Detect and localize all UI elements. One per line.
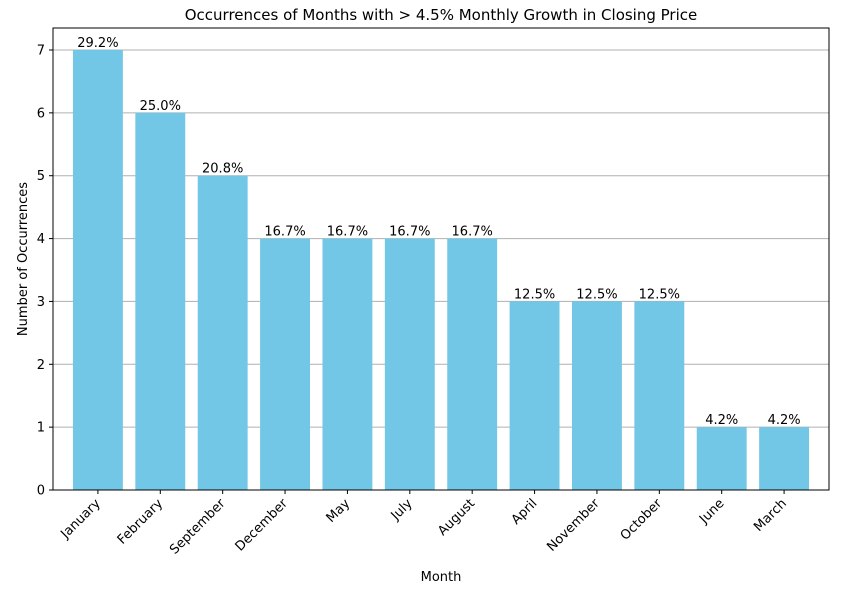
bar-january <box>72 50 123 490</box>
data-label: 16.7% <box>327 225 368 240</box>
chart-title: Occurrences of Months with > 4.5% Monthl… <box>185 6 698 24</box>
bar-june <box>696 427 747 490</box>
bar-october <box>634 301 685 490</box>
bar-layer <box>72 50 810 490</box>
y-tick-label: 0 <box>37 484 45 499</box>
bar-february <box>135 112 186 490</box>
data-label: 12.5% <box>639 287 680 302</box>
x-tick-label: January <box>58 496 104 542</box>
bar-december <box>260 238 311 490</box>
data-label: 16.7% <box>452 225 493 240</box>
y-tick-label: 2 <box>37 358 45 373</box>
x-tick-label: February <box>115 496 167 548</box>
bar-july <box>384 238 435 490</box>
data-label: 12.5% <box>514 287 555 302</box>
x-tick-label: August <box>435 496 478 539</box>
bar-march <box>759 427 810 490</box>
y-tick-label: 7 <box>37 44 45 59</box>
bar-september <box>197 175 248 490</box>
x-tick-label: November <box>544 496 603 555</box>
bar-august <box>447 238 498 490</box>
x-tick-label: April <box>509 496 541 528</box>
data-label: 16.7% <box>264 225 305 240</box>
x-tick-label: March <box>751 496 790 535</box>
data-label: 25.0% <box>140 99 181 114</box>
y-tick-label: 1 <box>37 421 45 436</box>
y-axis-title: Number of Occurrences <box>16 182 31 336</box>
plot-frame <box>52 27 830 491</box>
data-label: 4.2% <box>768 413 801 428</box>
y-tick-label: 5 <box>37 169 45 184</box>
x-tick-label: July <box>388 496 416 524</box>
y-tick-label: 3 <box>37 295 45 310</box>
data-label: 29.2% <box>77 36 118 51</box>
data-label: 20.8% <box>202 162 243 177</box>
x-axis-title: Month <box>421 570 462 585</box>
x-tick-label: October <box>618 496 666 544</box>
x-tick-label: June <box>696 496 727 527</box>
x-tick-label: September <box>167 496 229 558</box>
data-label-layer: 29.2% 25.0% 20.8% 16.7% 16.7% 16.7% 16.7% 12.5%… <box>77 36 800 428</box>
data-label: 4.2% <box>705 413 738 428</box>
data-label: 12.5% <box>576 287 617 302</box>
bar-november <box>571 301 622 490</box>
y-tick-label: 4 <box>37 232 45 247</box>
data-label: 16.7% <box>389 225 430 240</box>
x-tick-label: December <box>233 496 292 555</box>
bar-may <box>322 238 373 490</box>
x-tick-label: May <box>324 496 354 526</box>
y-tick-label: 6 <box>37 106 45 121</box>
bar-april <box>509 301 560 490</box>
